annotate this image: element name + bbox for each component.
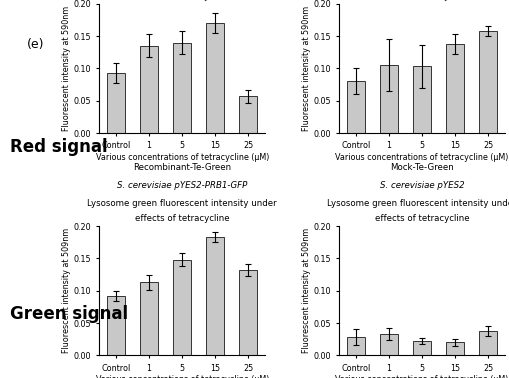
- Y-axis label: Fluorescent intensity at 509nm: Fluorescent intensity at 509nm: [62, 228, 71, 353]
- X-axis label: Various concentrations of tetracycline (μM): Various concentrations of tetracycline (…: [95, 375, 268, 378]
- Bar: [140, 282, 158, 355]
- Text: Lysosome green fluorescent intensity under: Lysosome green fluorescent intensity und…: [87, 199, 276, 208]
- Bar: [346, 81, 364, 133]
- Bar: [206, 23, 224, 133]
- Bar: [239, 270, 257, 355]
- Text: S. cerevisiae pYES2-PRB1-GFP: S. cerevisiae pYES2-PRB1-GFP: [117, 181, 247, 190]
- Bar: [173, 43, 191, 133]
- Bar: [107, 296, 125, 355]
- Text: effects of tetracycline: effects of tetracycline: [374, 214, 469, 223]
- Bar: [140, 46, 158, 133]
- Text: effects of tetracycline: effects of tetracycline: [134, 0, 229, 1]
- Bar: [445, 44, 463, 133]
- Text: Mock-Te-Green: Mock-Te-Green: [389, 163, 453, 172]
- Text: Recombinant-Te-Green: Recombinant-Te-Green: [133, 163, 231, 172]
- Bar: [239, 96, 257, 133]
- Y-axis label: Fluorescent intensity at 590nm: Fluorescent intensity at 590nm: [301, 6, 310, 131]
- Text: S. cerevisiae pYES2: S. cerevisiae pYES2: [379, 181, 464, 190]
- Y-axis label: Fluorescent intensity at 509nm: Fluorescent intensity at 509nm: [301, 228, 310, 353]
- X-axis label: Various concentrations of tetracycline (μM): Various concentrations of tetracycline (…: [335, 375, 508, 378]
- Bar: [173, 260, 191, 355]
- Text: Red signal: Red signal: [10, 138, 107, 156]
- X-axis label: Various concentrations of tetracycline (μM): Various concentrations of tetracycline (…: [335, 153, 508, 162]
- Bar: [412, 341, 431, 355]
- X-axis label: Various concentrations of tetracycline (μM): Various concentrations of tetracycline (…: [95, 153, 268, 162]
- Bar: [107, 73, 125, 133]
- Text: effects of tetracycline: effects of tetracycline: [134, 214, 229, 223]
- Y-axis label: Fluorescent intensity at 590nm: Fluorescent intensity at 590nm: [62, 6, 71, 131]
- Text: Green signal: Green signal: [10, 305, 128, 323]
- Text: Lysosome green fluorescent intensity under: Lysosome green fluorescent intensity und…: [327, 199, 509, 208]
- Bar: [445, 342, 463, 355]
- Bar: [412, 67, 431, 133]
- Bar: [379, 65, 398, 133]
- Bar: [206, 237, 224, 355]
- Text: (e): (e): [27, 38, 44, 51]
- Bar: [379, 334, 398, 355]
- Bar: [478, 31, 496, 133]
- Bar: [346, 337, 364, 355]
- Bar: [478, 331, 496, 355]
- Text: effects of tetracycline: effects of tetracycline: [374, 0, 469, 1]
